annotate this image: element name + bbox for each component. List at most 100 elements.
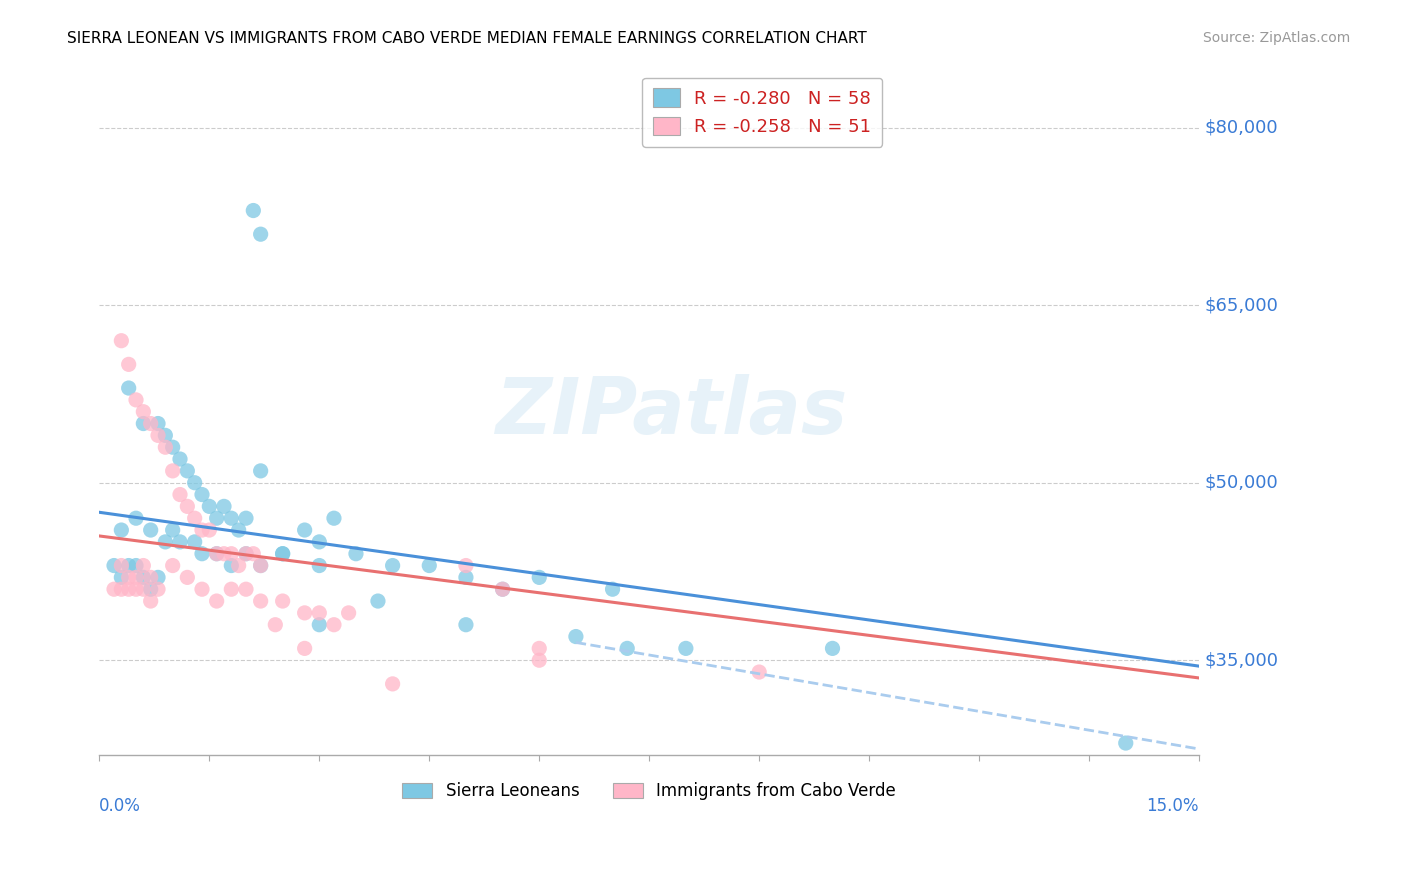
Point (132, 417, 155, 431)
Point (169, 534, 191, 549)
Text: Source: ZipAtlas.com: Source: ZipAtlas.com (1202, 31, 1350, 45)
Point (205, 547, 228, 561)
Point (146, 428, 169, 442)
Point (155, 440, 177, 454)
Point (132, 582, 155, 597)
Point (103, 582, 125, 597)
Point (146, 417, 169, 431)
Point (1115, 736, 1137, 750)
Point (675, 641, 697, 656)
Point (139, 523, 162, 537)
Point (323, 511, 346, 525)
Point (491, 582, 513, 597)
Point (205, 547, 228, 561)
Point (110, 334, 132, 348)
Point (308, 558, 330, 573)
Text: $50,000: $50,000 (1205, 474, 1278, 491)
Point (748, 665, 770, 679)
Point (183, 534, 205, 549)
Point (529, 570, 551, 584)
Legend: Sierra Leoneans, Immigrants from Cabo Verde: Sierra Leoneans, Immigrants from Cabo Ve… (394, 773, 904, 808)
Point (139, 417, 162, 431)
Point (205, 511, 228, 525)
Point (271, 547, 294, 561)
Point (132, 570, 155, 584)
Point (221, 558, 243, 573)
Point (308, 617, 330, 632)
Point (191, 582, 214, 597)
Point (139, 582, 162, 597)
Point (249, 227, 271, 242)
Point (529, 653, 551, 667)
Point (176, 464, 198, 478)
Point (381, 558, 404, 573)
Point (249, 594, 271, 608)
Point (454, 558, 477, 573)
Point (249, 558, 271, 573)
Point (418, 558, 440, 573)
Point (323, 617, 346, 632)
Point (110, 582, 132, 597)
Point (118, 381, 141, 395)
Point (198, 500, 221, 514)
Point (110, 570, 132, 584)
Point (155, 534, 177, 549)
Point (125, 582, 148, 597)
Point (235, 547, 257, 561)
Text: 0.0%: 0.0% (100, 797, 141, 814)
Point (110, 558, 132, 573)
Point (162, 523, 184, 537)
Point (249, 464, 271, 478)
Point (155, 428, 177, 442)
Point (132, 558, 155, 573)
Point (118, 357, 141, 371)
Point (103, 558, 125, 573)
Point (139, 570, 162, 584)
Point (118, 558, 141, 573)
Point (118, 582, 141, 597)
Point (367, 594, 389, 608)
Point (118, 570, 141, 584)
Point (249, 558, 271, 573)
Point (212, 500, 235, 514)
Point (125, 392, 148, 407)
Point (221, 547, 243, 561)
Point (242, 547, 264, 561)
Point (344, 547, 367, 561)
Point (242, 203, 264, 218)
Point (205, 594, 228, 608)
Point (228, 558, 250, 573)
Point (616, 641, 638, 656)
Point (454, 570, 477, 584)
Point (235, 511, 257, 525)
Point (381, 677, 404, 691)
Point (228, 523, 250, 537)
Point (491, 582, 513, 597)
Point (221, 582, 243, 597)
Point (162, 440, 184, 454)
Point (191, 487, 214, 501)
Point (169, 452, 191, 467)
Point (125, 511, 148, 525)
Point (221, 511, 243, 525)
Point (337, 606, 360, 620)
Point (176, 570, 198, 584)
Point (529, 641, 551, 656)
Point (308, 534, 330, 549)
Point (454, 617, 477, 632)
Point (125, 570, 148, 584)
Point (139, 594, 162, 608)
Point (191, 547, 214, 561)
Point (110, 523, 132, 537)
Text: $80,000: $80,000 (1205, 119, 1278, 136)
Text: $65,000: $65,000 (1205, 296, 1278, 314)
Point (191, 523, 214, 537)
Point (183, 511, 205, 525)
Point (602, 582, 624, 597)
Point (294, 641, 316, 656)
Point (294, 606, 316, 620)
Point (212, 547, 235, 561)
Point (169, 487, 191, 501)
Text: 15.0%: 15.0% (1146, 797, 1199, 814)
Text: ZIPatlas: ZIPatlas (495, 374, 848, 450)
